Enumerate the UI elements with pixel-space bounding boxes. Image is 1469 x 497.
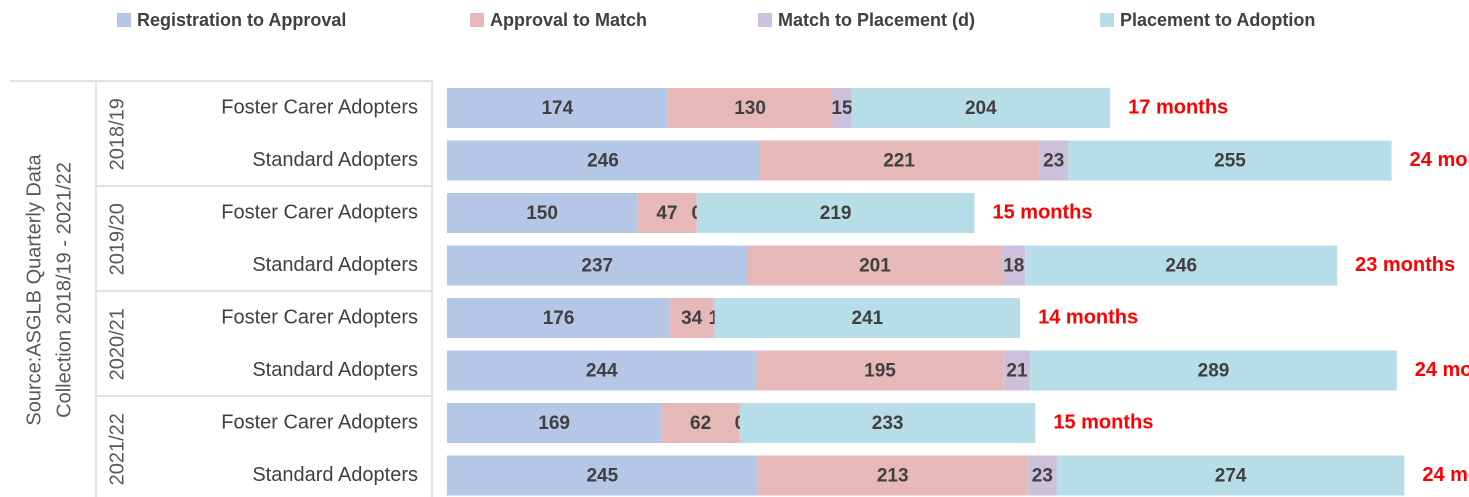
- value-label: 245: [586, 466, 618, 487]
- value-label: 289: [1198, 361, 1230, 382]
- value-label: 15: [831, 98, 853, 119]
- legend-label: Match to Placement (d): [778, 10, 975, 30]
- bar-segment: [670, 298, 714, 338]
- total-label: 15 months: [1053, 411, 1153, 433]
- category-label: Foster Carer Adopters: [221, 306, 418, 328]
- group-label: 2021/22: [106, 413, 128, 485]
- bar-segment: [447, 403, 662, 443]
- category-label: Standard Adopters: [252, 359, 418, 381]
- bar-segment: [1030, 350, 1397, 391]
- value-label: 204: [965, 98, 997, 119]
- bar-segment: [1027, 455, 1057, 496]
- legend-label: Placement to Adoption: [1120, 10, 1315, 30]
- bar-segment: [447, 350, 757, 391]
- panel-lines: [10, 80, 433, 497]
- legend-label: Registration to Approval: [137, 10, 346, 30]
- bar-segment: [1039, 140, 1069, 181]
- bar-segment: [696, 193, 975, 233]
- value-label: 221: [883, 151, 915, 172]
- category-label: Standard Adopters: [252, 254, 418, 276]
- value-label: 201: [859, 256, 891, 277]
- value-label: 174: [541, 98, 573, 119]
- legend-swatch: [117, 13, 131, 27]
- value-label: 244: [586, 361, 618, 382]
- bar-segment: [447, 193, 638, 233]
- group-label: 2019/20: [106, 203, 128, 275]
- category-label: Foster Carer Adopters: [221, 96, 418, 118]
- bar-segment: [739, 403, 1036, 443]
- value-label: 23: [1032, 466, 1053, 487]
- bar-segment: [447, 245, 748, 286]
- group-label: 2018/19: [106, 98, 128, 170]
- value-label: 233: [872, 413, 904, 434]
- bar-segment: [747, 245, 1003, 286]
- value-label: 23: [1043, 151, 1064, 172]
- value-label: 169: [538, 413, 570, 434]
- bar-segment: [758, 140, 1040, 181]
- value-label: 195: [864, 361, 896, 382]
- bar-segment: [1002, 245, 1026, 286]
- bar-segment: [1025, 245, 1338, 286]
- total-label: 24 months: [1410, 149, 1469, 171]
- bar-segment: [447, 455, 758, 496]
- bar-segment: [713, 298, 715, 338]
- value-label: 241: [851, 308, 883, 329]
- value-label: 62: [690, 413, 711, 434]
- bar-segment: [1068, 140, 1392, 181]
- value-label: 246: [1165, 256, 1197, 277]
- group-label: 2020/21: [106, 308, 128, 380]
- bar-segment: [667, 88, 833, 128]
- total-label: 24 months: [1422, 464, 1469, 486]
- total-label: 14 months: [1038, 306, 1138, 328]
- bar-segment: [756, 350, 1004, 391]
- value-label: 255: [1214, 151, 1246, 172]
- legend-label: Approval to Match: [490, 10, 647, 30]
- value-label: 246: [587, 151, 619, 172]
- category-label: Foster Carer Adopters: [221, 411, 418, 433]
- bar-segment: [447, 140, 759, 181]
- bar-segment: [832, 88, 852, 128]
- bar-segment: [1003, 350, 1031, 391]
- legend-swatch: [1100, 13, 1114, 27]
- bar-segment: [757, 455, 1028, 496]
- source-text: Collection 2018/19 - 2021/22: [53, 162, 75, 418]
- value-label: 47: [656, 203, 677, 224]
- total-label: 17 months: [1128, 96, 1228, 118]
- category-label: Standard Adopters: [252, 149, 418, 171]
- value-label: 237: [581, 256, 613, 277]
- category-label: Foster Carer Adopters: [221, 201, 418, 223]
- bar-segment: [661, 403, 740, 443]
- value-label: 213: [877, 466, 909, 487]
- total-label: 15 months: [992, 201, 1092, 223]
- source-text: Source:ASGLB Quarterly Data: [23, 154, 45, 426]
- value-label: 130: [734, 98, 766, 119]
- bar-segment: [1056, 455, 1405, 496]
- value-label: 18: [1003, 256, 1024, 277]
- bar-segment: [447, 298, 671, 338]
- value-label: 219: [820, 203, 852, 224]
- legend-swatch: [758, 13, 772, 27]
- bar-segment: [851, 88, 1111, 128]
- value-label: 21: [1006, 361, 1028, 382]
- bar-segment: [447, 88, 668, 128]
- value-label: 34: [681, 308, 703, 329]
- bar-segment: [637, 193, 697, 233]
- total-label: 23 months: [1355, 254, 1455, 276]
- value-label: 150: [526, 203, 558, 224]
- category-label: Standard Adopters: [252, 464, 418, 486]
- bar-segment: [714, 298, 1021, 338]
- value-label: 1: [709, 308, 720, 329]
- value-label: 274: [1215, 466, 1247, 487]
- legend-swatch: [470, 13, 484, 27]
- value-label: 176: [543, 308, 575, 329]
- total-label: 24 months: [1415, 359, 1469, 381]
